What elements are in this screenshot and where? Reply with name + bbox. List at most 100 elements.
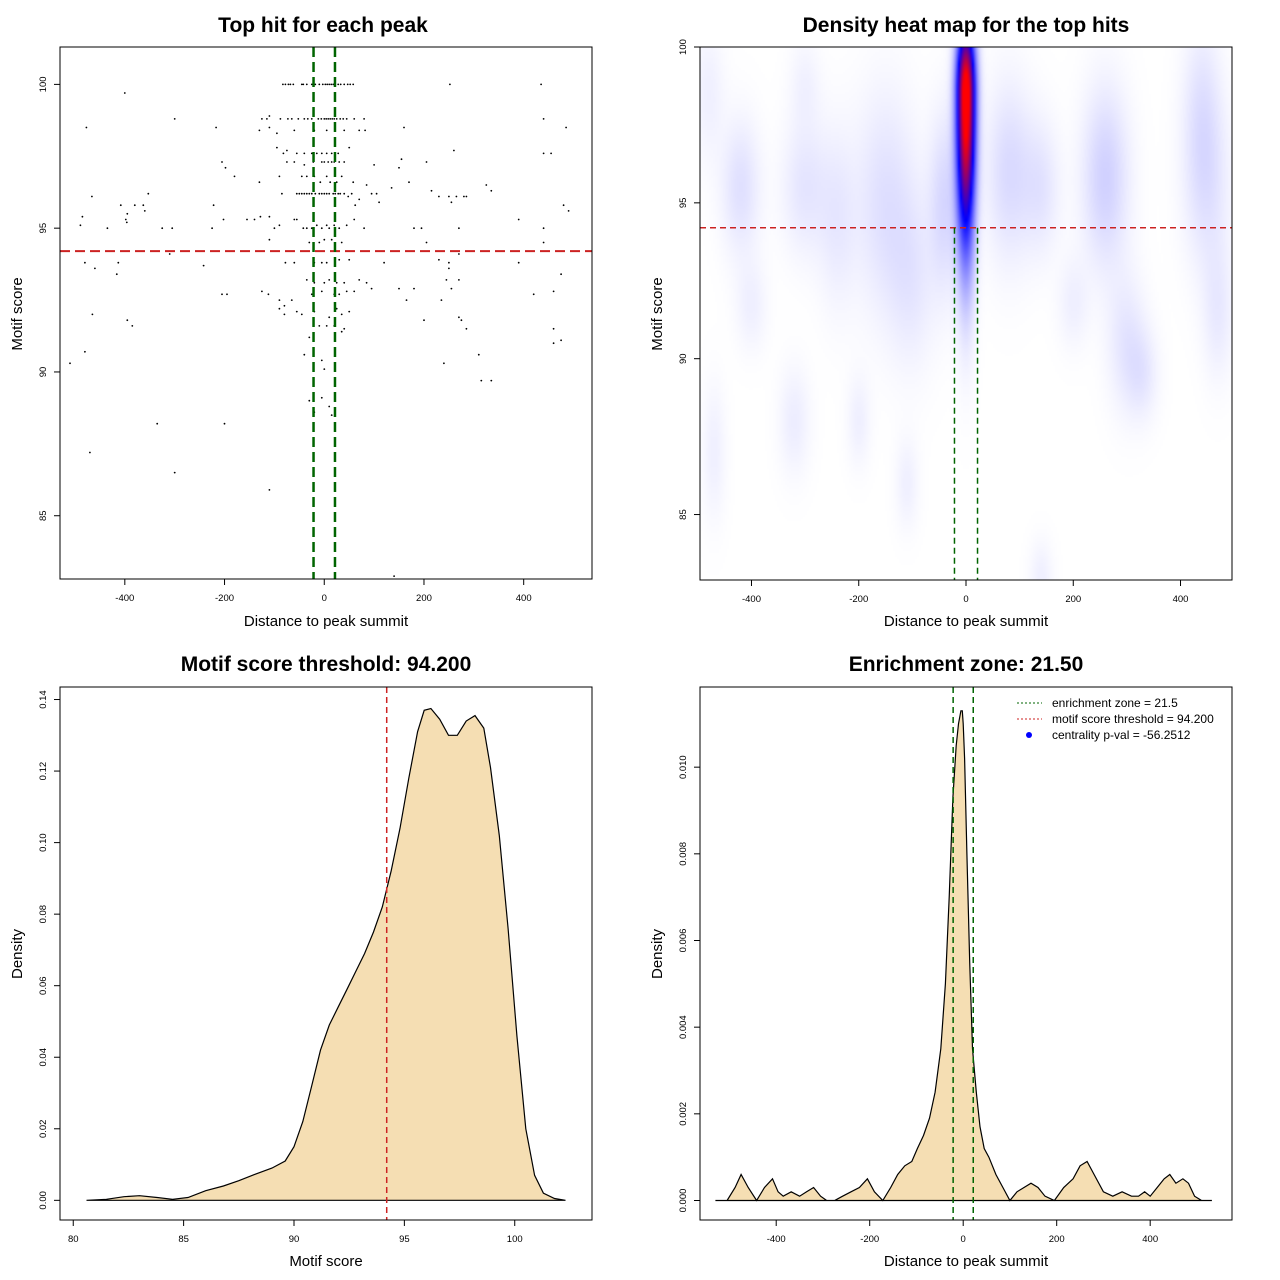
scatter-point bbox=[320, 396, 323, 399]
scatter-point bbox=[94, 267, 96, 270]
scatter-point bbox=[327, 161, 330, 163]
score-density-x-tick-label: 90 bbox=[289, 1234, 300, 1245]
heatmap-y-tick-label: 100 bbox=[678, 39, 689, 55]
scatter-point bbox=[115, 273, 118, 276]
distance-density-y-tick-label: 0.004 bbox=[678, 1015, 689, 1039]
scatter-point bbox=[222, 218, 225, 221]
scatter-point bbox=[448, 267, 450, 270]
heatmap-density-image bbox=[700, 47, 1232, 580]
scatter-point bbox=[305, 279, 308, 281]
scatter-point bbox=[365, 184, 368, 186]
scatter-point bbox=[310, 152, 313, 155]
scatter-point bbox=[552, 290, 555, 293]
scatter-point bbox=[267, 293, 270, 296]
scatter-point bbox=[343, 83, 346, 86]
scatter-point bbox=[84, 350, 86, 353]
scatter-point bbox=[320, 261, 323, 264]
scatter-point bbox=[131, 325, 134, 327]
scatter-point bbox=[303, 192, 306, 195]
scatter-point bbox=[335, 118, 338, 120]
scatter-point bbox=[326, 83, 329, 86]
score-density-area bbox=[86, 708, 566, 1201]
scatter-point bbox=[308, 336, 311, 339]
scatter-point bbox=[400, 158, 403, 161]
scatter-point bbox=[161, 227, 164, 230]
scatter-point bbox=[287, 83, 290, 86]
scatter-point bbox=[320, 192, 323, 195]
scatter-point bbox=[246, 218, 248, 221]
scatter-point bbox=[305, 83, 308, 86]
scatter-point bbox=[286, 149, 288, 152]
scatter-point bbox=[460, 319, 463, 322]
scatter-point bbox=[276, 132, 278, 135]
scatter-point bbox=[283, 304, 286, 307]
distance-density-plot-frame bbox=[699, 686, 1233, 1221]
distance-density-area bbox=[715, 710, 1212, 1201]
score-density-x-axis-label: Motif score bbox=[289, 1253, 362, 1270]
scatter-point bbox=[345, 290, 348, 293]
scatter-point bbox=[318, 325, 321, 327]
heatmap-x-tick-label: -200 bbox=[849, 594, 868, 605]
scatter-point bbox=[325, 261, 328, 264]
scatter-point bbox=[348, 146, 351, 149]
scatter-point bbox=[302, 227, 305, 230]
scatter-point bbox=[323, 238, 326, 241]
scatter-point bbox=[358, 198, 361, 201]
scatter-point bbox=[305, 227, 308, 230]
scatter-point bbox=[352, 83, 355, 86]
scatter-point bbox=[363, 227, 365, 230]
scatter-point bbox=[333, 224, 336, 227]
scatter-point bbox=[300, 83, 303, 86]
scatter-point bbox=[315, 152, 318, 155]
scatter-point bbox=[306, 118, 309, 120]
scatter-point bbox=[340, 241, 343, 244]
scatter-point bbox=[279, 118, 282, 120]
scatter-point bbox=[450, 201, 453, 204]
scatter-point bbox=[353, 290, 356, 293]
scatter-point bbox=[540, 83, 542, 86]
scatter-point bbox=[147, 192, 150, 195]
scatter-point bbox=[290, 118, 293, 120]
distance-density-x-tick-label: 400 bbox=[1142, 1234, 1158, 1245]
scatter-point bbox=[106, 227, 109, 230]
scatter-point bbox=[490, 189, 493, 192]
scatter-point bbox=[69, 362, 71, 365]
score-density-y-tick-label: 0.12 bbox=[38, 762, 49, 781]
scatter-point bbox=[346, 83, 349, 86]
scatter-point bbox=[440, 299, 443, 301]
scatter-point bbox=[308, 192, 311, 195]
scatter-point bbox=[331, 118, 334, 120]
scatter-point bbox=[330, 152, 333, 155]
scatter-point bbox=[283, 313, 286, 316]
scatter-point bbox=[348, 258, 351, 261]
scatter-point bbox=[458, 227, 460, 230]
scatter-point bbox=[268, 115, 271, 117]
scatter-point bbox=[370, 192, 373, 195]
scatter-point bbox=[340, 175, 343, 178]
scatter-point bbox=[552, 342, 555, 345]
scatter-point bbox=[308, 399, 311, 402]
scatter-point bbox=[542, 118, 545, 120]
scatter-point bbox=[338, 227, 341, 230]
scatter-point bbox=[281, 192, 283, 195]
scatter-point bbox=[532, 293, 535, 296]
scatter-point bbox=[320, 290, 323, 293]
scatter-point bbox=[276, 146, 278, 149]
score-density-y-axis-label: Density bbox=[9, 928, 26, 979]
score-density-y-tick-label: 0.04 bbox=[38, 1048, 49, 1067]
distance-density-y-tick-label: 0.006 bbox=[678, 929, 689, 953]
scatter-point bbox=[445, 279, 448, 281]
distance-density-y-tick-label: 0.010 bbox=[678, 755, 689, 779]
scatter-point bbox=[458, 316, 460, 319]
scatter-point bbox=[314, 192, 317, 195]
scatter-point bbox=[335, 281, 338, 284]
scatter-point bbox=[85, 126, 88, 129]
scatter-point bbox=[329, 181, 332, 184]
scatter-point bbox=[305, 192, 308, 195]
scatter-point bbox=[91, 195, 93, 198]
scatter-point bbox=[420, 227, 423, 230]
scatter-point bbox=[345, 224, 348, 227]
scatter-point bbox=[328, 405, 331, 408]
scatter-point bbox=[337, 83, 340, 86]
score-density-x-tick-label: 100 bbox=[507, 1234, 523, 1245]
